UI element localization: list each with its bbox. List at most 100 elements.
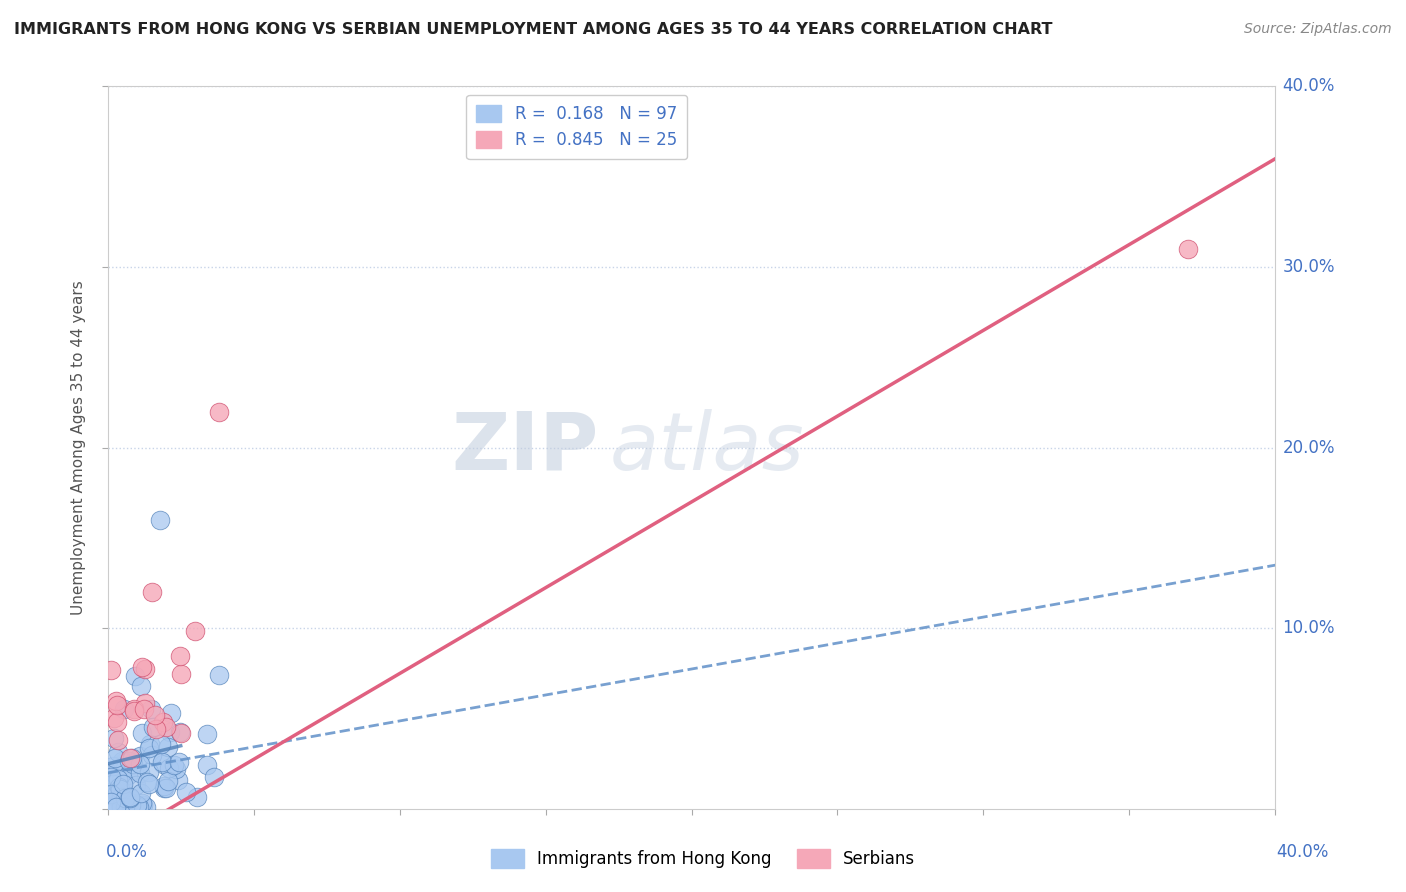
- Point: [100, 777, 122, 791]
- Point: [149, 513, 172, 527]
- Point: [152, 779, 174, 793]
- Point: [152, 757, 174, 772]
- Point: [124, 778, 146, 792]
- Text: 20.0%: 20.0%: [1282, 439, 1334, 457]
- Point: [174, 785, 197, 799]
- Point: [195, 757, 218, 772]
- Point: [122, 800, 145, 814]
- Point: [135, 800, 157, 814]
- Point: [118, 795, 141, 809]
- Point: [120, 789, 142, 804]
- Point: [112, 787, 135, 801]
- Point: [142, 720, 165, 734]
- Point: [124, 669, 146, 683]
- Text: 0.0%: 0.0%: [105, 843, 148, 861]
- Point: [131, 660, 153, 674]
- Point: [107, 793, 129, 807]
- Point: [118, 750, 141, 764]
- Point: [127, 800, 149, 814]
- Point: [104, 766, 127, 780]
- Point: [111, 797, 134, 811]
- Point: [139, 737, 162, 751]
- Point: [100, 795, 122, 809]
- Point: [132, 702, 155, 716]
- Point: [114, 761, 136, 775]
- Text: 10.0%: 10.0%: [1282, 619, 1334, 638]
- Point: [186, 790, 208, 805]
- Point: [202, 771, 225, 785]
- Point: [159, 725, 181, 739]
- Point: [152, 714, 174, 729]
- Point: [141, 747, 163, 762]
- Point: [100, 770, 122, 784]
- Point: [101, 759, 124, 773]
- Point: [105, 694, 128, 708]
- Point: [105, 715, 128, 730]
- Point: [208, 667, 231, 681]
- Text: 30.0%: 30.0%: [1282, 258, 1334, 277]
- Point: [134, 696, 156, 710]
- Point: [122, 701, 145, 715]
- Point: [107, 745, 129, 759]
- Point: [131, 726, 153, 740]
- Point: [111, 797, 134, 811]
- Point: [157, 762, 180, 776]
- Point: [156, 739, 179, 754]
- Point: [170, 666, 193, 681]
- Point: [122, 705, 145, 719]
- Point: [138, 777, 160, 791]
- Point: [101, 800, 124, 814]
- Point: [118, 754, 141, 768]
- Point: [195, 727, 218, 741]
- Point: [104, 751, 127, 765]
- Point: [125, 798, 148, 813]
- Point: [117, 767, 139, 781]
- Point: [129, 679, 152, 693]
- Legend: Immigrants from Hong Kong, Serbians: Immigrants from Hong Kong, Serbians: [484, 842, 922, 875]
- Point: [107, 733, 129, 747]
- Point: [132, 797, 155, 812]
- Point: [103, 711, 125, 725]
- Point: [135, 775, 157, 789]
- Point: [129, 766, 152, 780]
- Point: [150, 756, 173, 770]
- Point: [112, 756, 135, 770]
- Point: [208, 404, 231, 418]
- Point: [129, 786, 152, 800]
- Point: [110, 772, 132, 787]
- Point: [105, 698, 128, 713]
- Text: 40.0%: 40.0%: [1282, 78, 1334, 95]
- Point: [112, 702, 135, 716]
- Point: [167, 755, 190, 769]
- Point: [131, 796, 153, 810]
- Point: [160, 706, 183, 721]
- Point: [169, 725, 191, 739]
- Point: [108, 787, 131, 801]
- Text: IMMIGRANTS FROM HONG KONG VS SERBIAN UNEMPLOYMENT AMONG AGES 35 TO 44 YEARS CORR: IMMIGRANTS FROM HONG KONG VS SERBIAN UNE…: [14, 22, 1053, 37]
- Point: [103, 798, 125, 813]
- Point: [165, 762, 187, 776]
- Point: [121, 757, 143, 772]
- Point: [121, 751, 143, 765]
- Point: [100, 797, 122, 811]
- Point: [100, 787, 122, 801]
- Point: [1177, 242, 1199, 256]
- Point: [141, 585, 163, 599]
- Point: [156, 773, 179, 788]
- Point: [150, 737, 173, 751]
- Point: [145, 722, 167, 736]
- Point: [105, 800, 128, 814]
- Point: [169, 726, 191, 740]
- Point: [110, 781, 132, 796]
- Point: [100, 785, 122, 799]
- Text: ZIP: ZIP: [451, 409, 598, 487]
- Point: [139, 702, 162, 716]
- Point: [114, 791, 136, 805]
- Point: [110, 800, 132, 814]
- Point: [100, 768, 122, 782]
- Point: [105, 786, 128, 800]
- Text: atlas: atlas: [610, 409, 804, 487]
- Point: [100, 664, 122, 678]
- Point: [107, 772, 129, 787]
- Point: [155, 720, 177, 734]
